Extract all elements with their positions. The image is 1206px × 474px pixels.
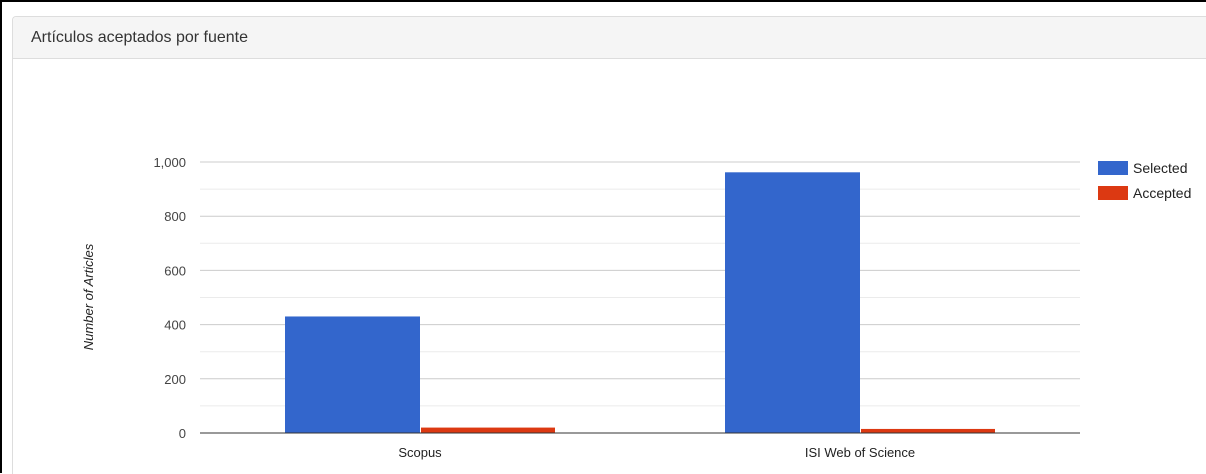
legend-swatch-selected xyxy=(1098,161,1128,175)
bar-selected xyxy=(285,316,420,433)
frame-left-border xyxy=(0,0,2,473)
legend-label-selected: Selected xyxy=(1133,160,1187,176)
legend: Selected Accepted xyxy=(1098,160,1191,201)
y-tick-label: 0 xyxy=(179,426,186,441)
y-tick-label: 600 xyxy=(164,263,186,278)
x-tick-label: ISI Web of Science xyxy=(805,445,915,460)
legend-label-accepted: Accepted xyxy=(1133,185,1191,201)
y-tick-label: 800 xyxy=(164,209,186,224)
x-tick-label: Scopus xyxy=(398,445,442,460)
chart-panel: Artículos aceptados por fuente xyxy=(12,16,1206,474)
legend-swatch-accepted xyxy=(1098,186,1128,200)
y-tick-label: 200 xyxy=(164,372,186,387)
y-tick-label: 400 xyxy=(164,318,186,333)
axes: 0 200 400 600 800 1,000 Scopus ISI Web of Scien… xyxy=(81,155,1080,460)
panel-title: Artículos aceptados por fuente xyxy=(13,17,1206,59)
bar-selected xyxy=(725,172,860,433)
bars xyxy=(285,172,995,433)
y-tick-label: 1,000 xyxy=(153,155,186,170)
y-axis-title: Number of Articles xyxy=(81,243,96,350)
gridlines xyxy=(200,161,1080,407)
bar-accepted xyxy=(861,428,995,433)
frame-top-border xyxy=(0,0,1206,2)
bar-accepted xyxy=(421,427,555,433)
